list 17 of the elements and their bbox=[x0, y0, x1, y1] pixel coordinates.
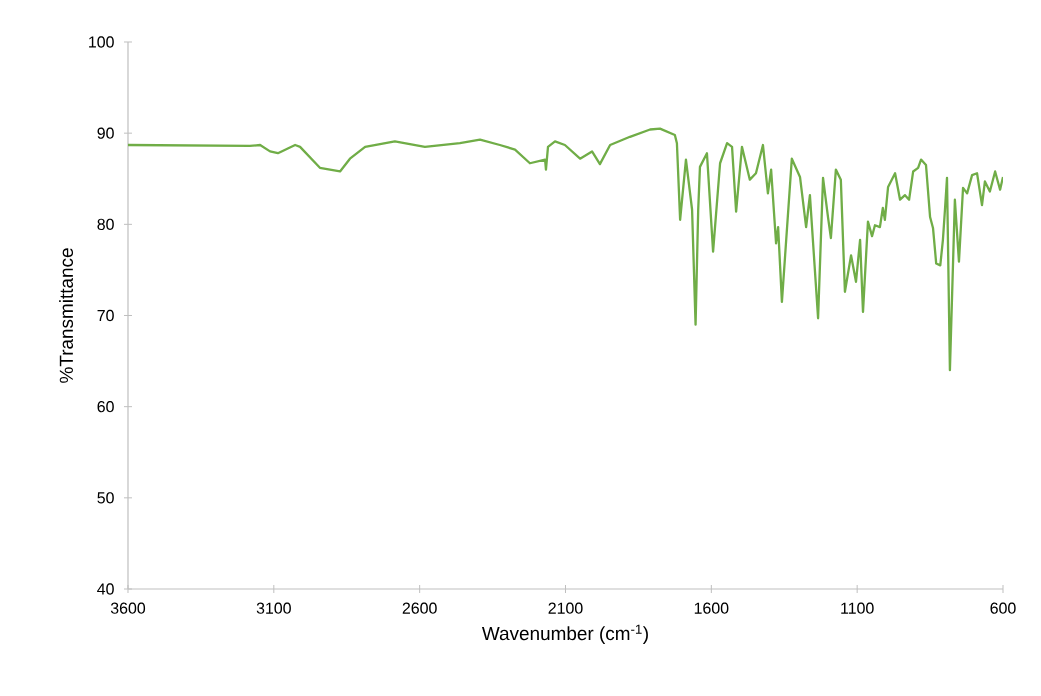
y-tick-label: 100 bbox=[89, 36, 114, 48]
x-tick-label: 2600 bbox=[402, 602, 437, 614]
y-tick-label: 70 bbox=[97, 309, 114, 322]
line-series bbox=[127, 127, 1003, 372]
x-tick-label: 3100 bbox=[256, 602, 291, 614]
y-tick-label: 80 bbox=[97, 218, 114, 230]
x-tick-label: 2100 bbox=[548, 602, 583, 614]
y-tick-label: 50 bbox=[97, 492, 114, 504]
y-axis-title: %Transmittance bbox=[59, 248, 74, 383]
x-tick-label: 3600 bbox=[110, 602, 146, 614]
x-tick-label: 1600 bbox=[694, 602, 729, 614]
x-tick-label: 600 bbox=[990, 602, 1016, 614]
x-axis-title: Wavenumber (cm$^{-1}$) bbox=[481, 624, 648, 644]
x-tick-label: 1100 bbox=[841, 602, 874, 614]
y-tick-label: 40 bbox=[97, 583, 114, 595]
y-tick-label: 60 bbox=[97, 401, 114, 413]
y-tick-label: 90 bbox=[97, 127, 114, 139]
